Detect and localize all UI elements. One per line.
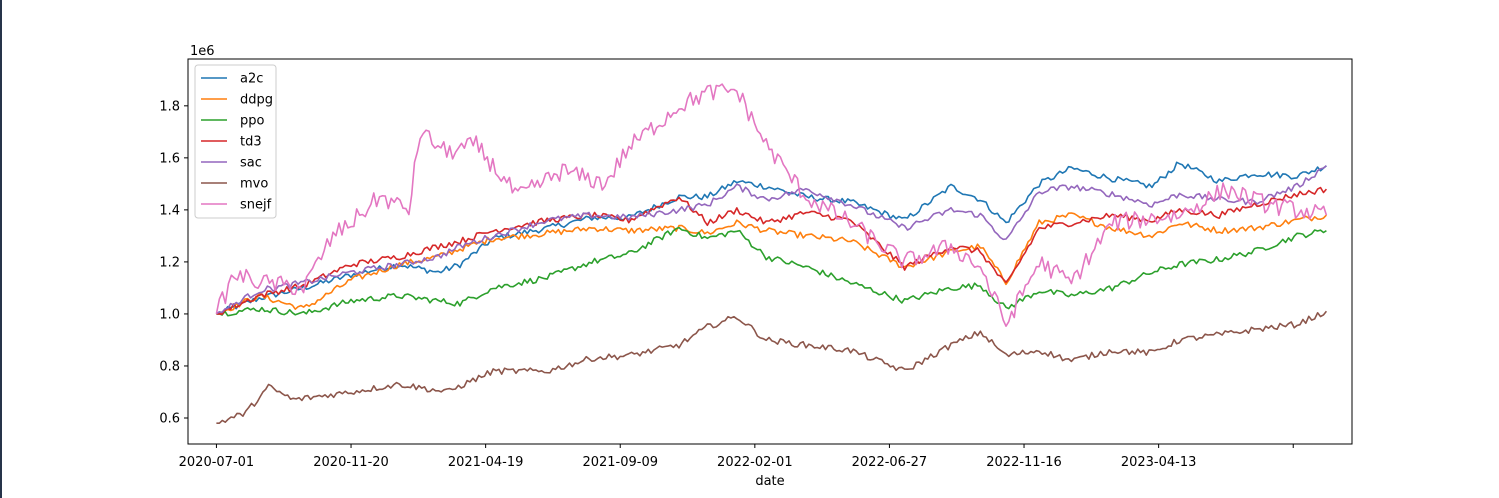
plot-area-border <box>187 58 1353 445</box>
series-line-snejf <box>215 83 1328 328</box>
series-line-a2c <box>215 161 1327 315</box>
x-tick-label: 2021-04-19 <box>448 455 524 470</box>
x-tick-label: 2022-11-16 <box>986 455 1062 470</box>
legend-box <box>194 64 277 219</box>
y-tick-label: 1.0 <box>159 307 180 322</box>
x-tick-label: 2022-06-27 <box>852 455 928 470</box>
series-line-td3 <box>216 186 1328 316</box>
y-tick-label: 0.6 <box>159 411 180 426</box>
series-line-ppo <box>216 226 1327 317</box>
series-line-ddpg <box>216 212 1327 315</box>
y-tick-label: 1.2 <box>159 255 180 270</box>
x-tick-label: 2020-07-01 <box>179 455 255 470</box>
y-axis: 0.6 0.8 1.0 1.2 1.4 1.6 1.8 <box>159 99 188 426</box>
series-line-sac <box>215 165 1327 315</box>
legend-label-td3: td3 <box>240 135 262 150</box>
y-tick-label: 1.4 <box>159 203 180 218</box>
y-offset-text: 1e6 <box>190 44 215 59</box>
legend-label-ppo: ppo <box>240 114 265 129</box>
legend: a2c ddpg ppo td3 sac mvo snejf <box>194 64 277 219</box>
legend-label-sac: sac <box>240 156 262 171</box>
window-edge <box>0 0 2 498</box>
legend-label-mvo: mvo <box>240 177 268 192</box>
x-axis: 2020-07-01 2020-11-20 2021-04-19 2021-09-09… <box>179 444 1294 470</box>
x-tick-label: 2021-09-09 <box>582 455 658 470</box>
y-tick-label: 1.6 <box>159 151 180 166</box>
x-tick-label: 2020-11-20 <box>313 455 389 470</box>
x-tick-label: 2022-02-01 <box>717 455 793 470</box>
x-tick-label: 2023-04-13 <box>1121 455 1197 470</box>
legend-label-ddpg: ddpg <box>240 93 273 108</box>
legend-label-a2c: a2c <box>240 72 263 87</box>
legend-label-snejf: snejf <box>240 198 272 213</box>
y-tick-label: 1.8 <box>159 99 180 114</box>
series-line-mvo <box>216 310 1328 425</box>
x-axis-label: date <box>755 474 784 489</box>
series-layer <box>215 83 1328 425</box>
y-tick-label: 0.8 <box>159 359 180 374</box>
